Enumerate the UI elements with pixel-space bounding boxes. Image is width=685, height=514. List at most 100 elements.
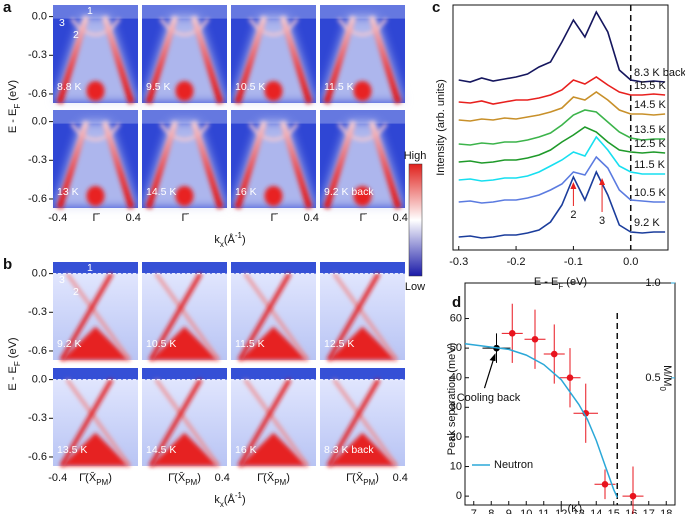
band bbox=[326, 272, 381, 362]
x-tick-label: -0.2 bbox=[507, 256, 526, 268]
x-center-label: Γ̄ bbox=[270, 212, 278, 224]
band bbox=[326, 378, 381, 468]
label-part: E - E bbox=[7, 366, 19, 390]
cone bbox=[328, 326, 397, 360]
label-part: Γ̄ bbox=[181, 212, 189, 224]
band bbox=[154, 272, 220, 361]
intensity-spot bbox=[353, 81, 372, 101]
temperature-label: 9.5 K bbox=[146, 81, 171, 93]
arpes-image bbox=[231, 368, 316, 468]
arpes-image bbox=[231, 5, 316, 104]
band-marker: 2 bbox=[73, 286, 79, 298]
cone bbox=[150, 326, 219, 360]
x-tick-label: 14 bbox=[590, 508, 602, 514]
band bbox=[332, 272, 398, 361]
hole-band bbox=[70, 122, 121, 141]
hole-band bbox=[159, 17, 210, 36]
band bbox=[237, 272, 292, 362]
data-point bbox=[508, 330, 516, 337]
temperature-label: 13.5 K bbox=[57, 444, 87, 456]
x-tick-label: 0.4 bbox=[215, 472, 230, 484]
band-glow bbox=[53, 16, 138, 103]
image-top bbox=[231, 5, 316, 19]
arpes-image bbox=[320, 110, 405, 209]
temperature-label: 13 K bbox=[57, 186, 79, 198]
hole-band bbox=[159, 122, 210, 141]
band-marker: 2 bbox=[73, 29, 79, 41]
arpes-image bbox=[320, 262, 405, 362]
hole-band bbox=[248, 17, 299, 36]
label-part: 0 bbox=[658, 386, 667, 391]
arrow-head bbox=[570, 182, 577, 189]
band-glow bbox=[231, 121, 316, 208]
x-center-label: Γ̄(X̄PM) bbox=[168, 471, 201, 486]
label-part: Γ̄ bbox=[270, 212, 278, 224]
edc-curve bbox=[458, 109, 666, 146]
x-tick-label: -0.3 bbox=[449, 256, 468, 268]
label-part: k bbox=[214, 234, 220, 246]
y-tick-label: -0.6 bbox=[28, 193, 47, 205]
x-center-label: Γ̄(X̄PM) bbox=[257, 471, 290, 486]
label-part: F bbox=[13, 361, 22, 366]
y-tick-label: 0.0 bbox=[32, 11, 47, 23]
label-part: (Å bbox=[224, 233, 236, 246]
cone bbox=[239, 326, 308, 360]
curve-label: 13.5 K bbox=[634, 124, 666, 136]
panel-letter: c bbox=[432, 0, 440, 16]
arpes-image bbox=[53, 262, 138, 362]
arpes-image bbox=[142, 368, 227, 468]
x-tick-label: 11 bbox=[538, 508, 549, 514]
edc-curve bbox=[458, 76, 666, 105]
band bbox=[323, 120, 357, 209]
x-axis-label: T (K) bbox=[558, 503, 582, 514]
image-top bbox=[320, 5, 405, 19]
edc-curve bbox=[458, 91, 666, 122]
band bbox=[332, 378, 398, 467]
x-tick-label: 0.4 bbox=[126, 212, 141, 224]
band bbox=[145, 120, 179, 209]
band bbox=[368, 15, 402, 104]
annotation-label: 3 bbox=[599, 215, 605, 227]
band-glow bbox=[320, 16, 405, 103]
band bbox=[190, 120, 224, 209]
label-part: PM bbox=[363, 478, 375, 487]
x-tick-label: 17 bbox=[643, 508, 655, 514]
label-part: Γ̄(X̄ bbox=[257, 471, 275, 484]
band bbox=[234, 120, 268, 209]
band-glow bbox=[142, 121, 227, 208]
y-tick-label: -0.6 bbox=[28, 88, 47, 100]
band bbox=[154, 378, 220, 467]
band-glow bbox=[231, 16, 316, 103]
band bbox=[279, 120, 313, 209]
y2-tick-label: 1.0 bbox=[645, 277, 660, 289]
x-tick-label: 9 bbox=[506, 508, 512, 514]
label-part: F bbox=[13, 104, 22, 109]
cone bbox=[328, 432, 397, 466]
y-tick-label: -0.3 bbox=[28, 306, 47, 318]
x-tick-label: 18 bbox=[660, 508, 672, 514]
x-center-label: Γ̄ bbox=[359, 212, 367, 224]
band bbox=[237, 378, 292, 468]
arpes-image bbox=[320, 5, 405, 104]
temperature-label: 11.5 K bbox=[235, 338, 265, 350]
label-part: ) bbox=[375, 472, 379, 484]
data-point bbox=[629, 492, 637, 500]
arrow-head bbox=[489, 353, 496, 362]
colorbar-label: Low bbox=[405, 281, 425, 293]
band bbox=[145, 15, 179, 104]
curve-label: 12.5 K bbox=[634, 138, 666, 150]
band bbox=[148, 272, 203, 362]
y-tick-label: 50 bbox=[450, 342, 462, 354]
label-part: (eV) bbox=[563, 276, 587, 288]
y-tick-label: 30 bbox=[450, 401, 462, 413]
arpes-image bbox=[142, 262, 227, 362]
band-marker: 3 bbox=[59, 274, 65, 286]
x-center-label: Γ̄ bbox=[181, 212, 189, 224]
band bbox=[59, 378, 114, 468]
curve-label: 10.5 K bbox=[634, 187, 666, 199]
curve-label: 14.5 K bbox=[634, 99, 666, 111]
arpes-image bbox=[142, 110, 227, 209]
plot-frame bbox=[464, 282, 676, 506]
x-tick-label: -0.1 bbox=[564, 256, 583, 268]
label-part: M/M bbox=[661, 365, 673, 386]
